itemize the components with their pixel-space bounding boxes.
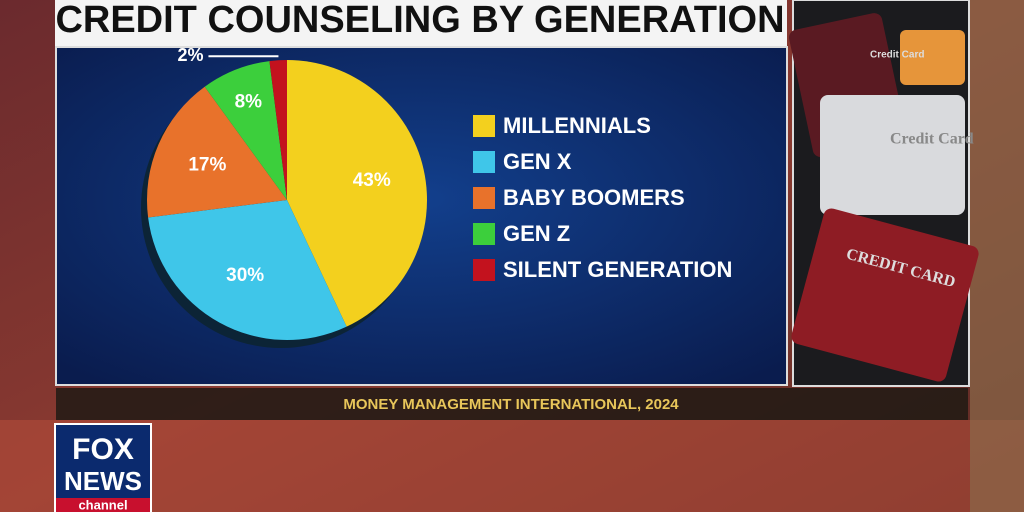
pie-slice — [148, 200, 347, 340]
logo-text: channel — [78, 497, 127, 512]
data-label: 30% — [226, 265, 264, 286]
chart-title: CREDIT COUNSELING BY GENERATION — [55, 0, 784, 41]
card — [900, 30, 965, 85]
background-blur — [970, 0, 1024, 512]
legend-label: SILENT GENERATION — [503, 257, 732, 282]
legend-label: BABY BOOMERS — [503, 185, 685, 210]
source: MONEY MANAGEMENT INTERNATIONAL, 2024 — [343, 396, 679, 413]
data-label: 43% — [353, 170, 391, 191]
data-label: 8% — [235, 91, 263, 112]
card — [791, 208, 979, 382]
legend-label: GEN X — [503, 149, 572, 174]
card — [820, 95, 965, 215]
legend-swatch — [473, 187, 495, 209]
logo-strip — [56, 498, 150, 512]
legend-swatch — [473, 223, 495, 245]
background-blur — [0, 420, 1024, 512]
logo: FOX NEWS channel — [54, 423, 152, 512]
legend-swatch — [473, 151, 495, 173]
source-band — [56, 388, 968, 420]
pie-slice — [204, 61, 287, 200]
legend-label: GEN Z — [503, 221, 570, 246]
pie-slice — [269, 60, 287, 200]
legend-label: MILLENNIALS — [503, 113, 651, 138]
pie-slice — [287, 60, 427, 327]
title-bar — [55, 0, 787, 46]
card-text: Credit Card — [890, 131, 974, 148]
logo-text: NEWS — [64, 466, 142, 496]
data-label: 2% — [177, 45, 203, 65]
legend-swatch — [473, 259, 495, 281]
pie-slice — [146, 86, 287, 218]
logo-box — [54, 423, 152, 512]
card-text: Credit Card — [870, 50, 924, 61]
data-label: 17% — [188, 155, 226, 176]
card-photo: Credit Card Credit Card CREDIT CARD — [789, 13, 979, 382]
legend-swatch — [473, 115, 495, 137]
logo-text: FOX — [72, 433, 134, 466]
